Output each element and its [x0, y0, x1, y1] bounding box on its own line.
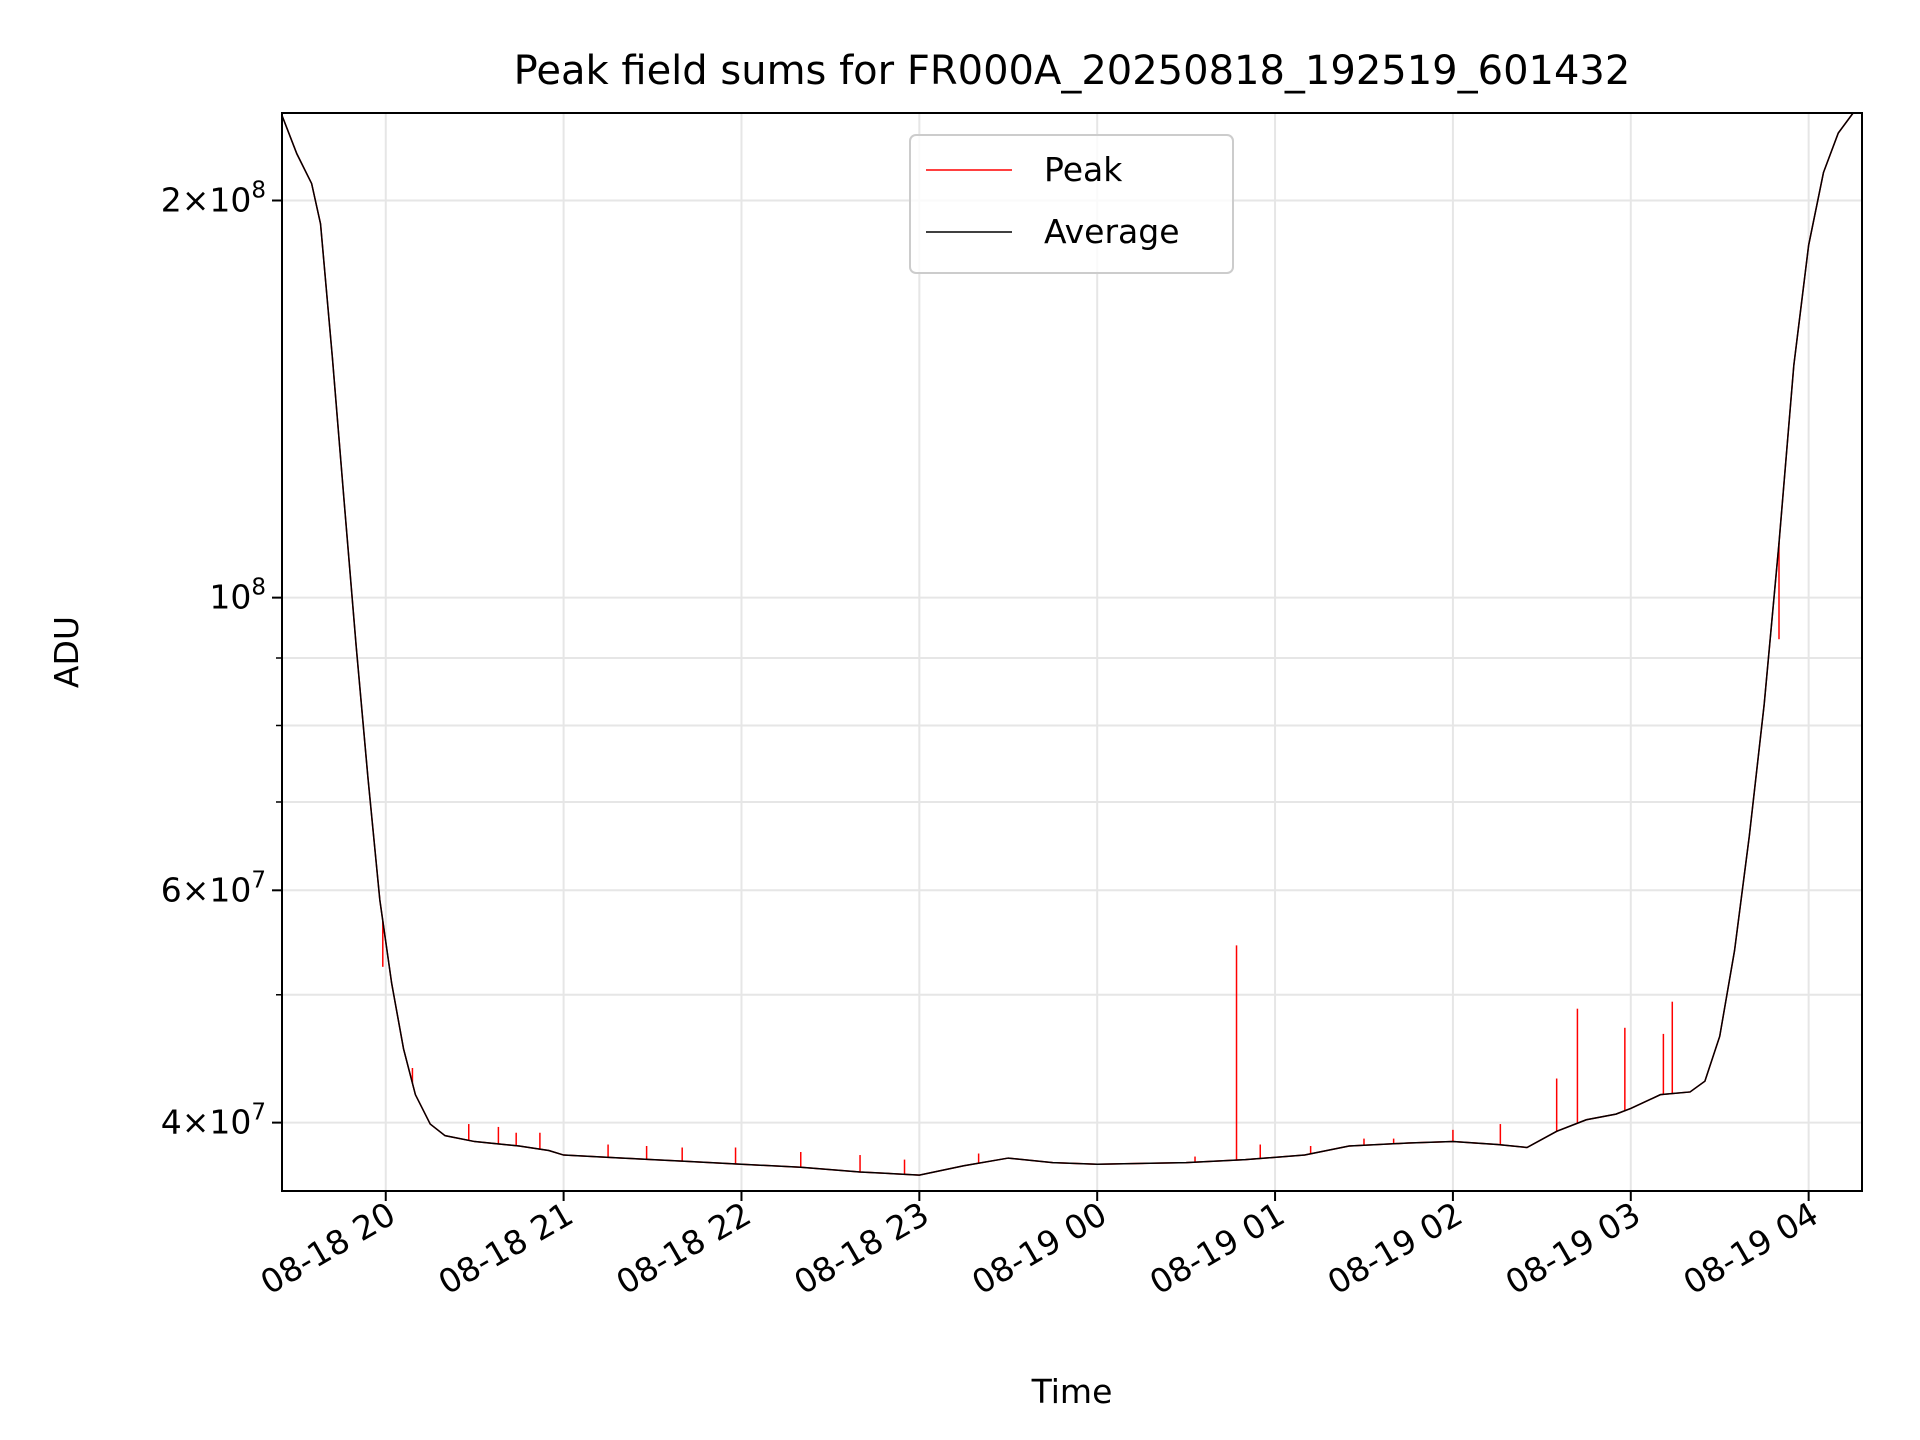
- y-tick-label-base: 6×10: [161, 870, 252, 909]
- y-tick-label-base: 4×10: [161, 1103, 252, 1142]
- chart-title: Peak field sums for FR000A_20250818_1925…: [514, 48, 1631, 94]
- y-tick-label-base: 2×10: [161, 181, 252, 220]
- y-tick-label-exponent: 8: [251, 178, 266, 204]
- plot-lines: [281, 112, 1854, 1176]
- x-axis-label: Time: [1031, 1372, 1113, 1411]
- y-tick-label: 4×107: [161, 1100, 266, 1142]
- y-tick-label: 6×107: [161, 867, 266, 909]
- y-tick-label-exponent: 8: [251, 575, 266, 601]
- grid: [282, 113, 1862, 1191]
- y-tick-label: 2×108: [161, 178, 266, 220]
- legend-label-average: Average: [1044, 212, 1180, 251]
- y-axis-label: ADU: [47, 616, 86, 688]
- series-line-average: [281, 112, 1854, 1176]
- legend-label-peak: Peak: [1044, 150, 1123, 189]
- legend: Peak Average: [909, 134, 1234, 274]
- y-tick-label-base: 10: [209, 578, 251, 617]
- y-tick-label-exponent: 7: [251, 867, 266, 893]
- axes-frame: [281, 112, 1863, 1192]
- y-tick-label: 108: [209, 575, 266, 617]
- y-tick-label-exponent: 7: [251, 1100, 266, 1126]
